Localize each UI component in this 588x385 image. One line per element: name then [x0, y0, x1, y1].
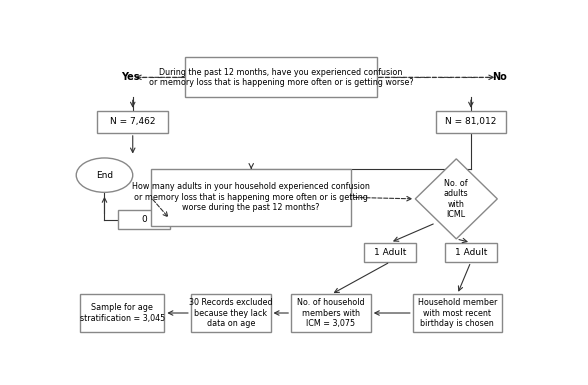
- Text: Sample for age
stratification = 3,045: Sample for age stratification = 3,045: [79, 303, 165, 323]
- Text: 1 Adult: 1 Adult: [455, 248, 487, 257]
- Text: 1 Adult: 1 Adult: [374, 248, 406, 257]
- Text: During the past 12 months, have you experienced confusion
or memory loss that is: During the past 12 months, have you expe…: [149, 68, 413, 87]
- FancyBboxPatch shape: [98, 110, 168, 133]
- FancyBboxPatch shape: [118, 210, 171, 229]
- FancyBboxPatch shape: [80, 295, 165, 331]
- Text: N = 81,012: N = 81,012: [445, 117, 496, 126]
- Text: No: No: [492, 72, 507, 82]
- Text: 30 Records excluded
because they lack
data on age: 30 Records excluded because they lack da…: [189, 298, 272, 328]
- FancyBboxPatch shape: [364, 243, 416, 262]
- Text: 0: 0: [141, 215, 147, 224]
- Text: No. of
adults
with
ICML: No. of adults with ICML: [444, 179, 469, 219]
- Ellipse shape: [76, 158, 133, 192]
- FancyBboxPatch shape: [291, 295, 371, 331]
- Text: How many adults in your household experienced confusion
or memory loss that is h: How many adults in your household experi…: [132, 182, 370, 212]
- FancyBboxPatch shape: [436, 110, 506, 133]
- Text: N = 7,462: N = 7,462: [110, 117, 155, 126]
- Text: End: End: [96, 171, 113, 180]
- FancyBboxPatch shape: [151, 169, 352, 226]
- Text: Yes: Yes: [121, 72, 140, 82]
- FancyBboxPatch shape: [413, 295, 502, 331]
- FancyBboxPatch shape: [191, 295, 270, 331]
- Text: Household member
with most recent
birthday is chosen: Household member with most recent birthd…: [417, 298, 497, 328]
- FancyBboxPatch shape: [185, 57, 376, 97]
- Polygon shape: [415, 159, 497, 239]
- Text: No. of household
members with
ICM = 3,075: No. of household members with ICM = 3,07…: [297, 298, 365, 328]
- FancyBboxPatch shape: [445, 243, 497, 262]
